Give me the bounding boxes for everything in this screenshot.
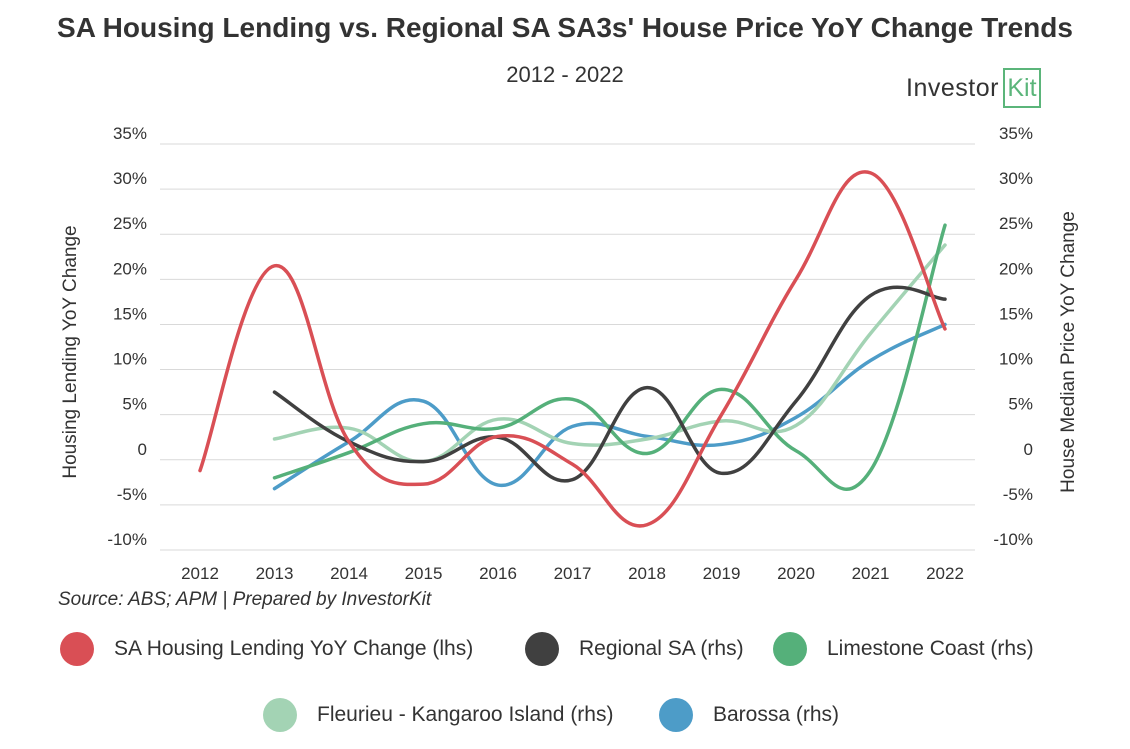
- x-tick-label: 2013: [256, 564, 294, 583]
- legend-item-limestone-coast: Limestone Coast (rhs): [773, 629, 1034, 669]
- x-axis-ticks: 2012 2013 2014 2015 2016 2017 2018 2019 2020 2021…: [181, 564, 964, 583]
- left-y-tick-label: 20%: [113, 259, 147, 278]
- series-line-regional-sa: [272, 285, 947, 483]
- series-lines: [198, 170, 947, 528]
- left-y-tick-label: -10%: [107, 530, 147, 549]
- logo-box-letter: Kit: [1007, 73, 1037, 102]
- legend-swatch: [263, 698, 297, 732]
- right-y-tick-label: 35%: [999, 124, 1033, 143]
- legend-item-fleurieu-kangaroo-island: Fleurieu - Kangaroo Island (rhs): [263, 695, 613, 735]
- x-tick-label: 2019: [703, 564, 741, 583]
- left-axis-label: Housing Lending YoY Change: [60, 225, 81, 478]
- legend-item-barossa: Barossa (rhs): [659, 695, 839, 735]
- x-tick-label: 2017: [554, 564, 592, 583]
- x-tick-label: 2021: [852, 564, 890, 583]
- logo-text: Investor: [906, 73, 999, 102]
- chart-title: SA Housing Lending vs. Regional SA SA3s'…: [57, 12, 1073, 43]
- chart-subtitle: 2012 - 2022: [506, 62, 624, 87]
- x-tick-label: 2014: [330, 564, 368, 583]
- right-y-tick-label: 5%: [1008, 395, 1033, 414]
- right-axis-label: House Median Price YoY Change: [1058, 211, 1079, 493]
- legend-label: SA Housing Lending YoY Change (lhs): [114, 637, 474, 660]
- x-tick-label: 2018: [628, 564, 666, 583]
- legend-swatch: [525, 632, 559, 666]
- legend-label: Barossa (rhs): [713, 703, 840, 726]
- left-y-tick-label: 35%: [113, 124, 147, 143]
- source-note: Source: ABS; APM | Prepared by InvestorK…: [58, 589, 432, 610]
- left-y-tick-label: 15%: [113, 304, 147, 323]
- legend-label: Regional SA (rhs): [579, 637, 744, 660]
- x-tick-label: 2022: [926, 564, 964, 583]
- right-y-tick-label: 30%: [999, 169, 1033, 188]
- right-y-tick-label: 0: [1024, 440, 1033, 459]
- right-y-tick-label: 20%: [999, 259, 1033, 278]
- legend-swatch: [773, 632, 807, 666]
- right-axis-ticks: 35% 30% 25% 20% 15% 10% 5% 0 -5% -10%: [993, 124, 1033, 549]
- x-tick-label: 2020: [777, 564, 815, 583]
- left-axis-ticks: 35% 30% 25% 20% 15% 10% 5% 0 -5% -10%: [107, 124, 147, 549]
- right-y-tick-label: 25%: [999, 214, 1033, 233]
- right-y-tick-label: -5%: [1003, 485, 1033, 504]
- legend-item-regional-sa: Regional SA (rhs): [525, 629, 744, 669]
- right-y-tick-label: -10%: [993, 530, 1033, 549]
- x-tick-label: 2012: [181, 564, 219, 583]
- left-y-tick-label: -5%: [117, 485, 147, 504]
- series-line-lending: [198, 170, 947, 528]
- legend-label: Limestone Coast (rhs): [827, 637, 1034, 660]
- legend-label: Fleurieu - Kangaroo Island (rhs): [317, 703, 614, 726]
- left-y-tick-label: 30%: [113, 169, 147, 188]
- series-line-barossa: [272, 322, 947, 491]
- legend-swatch: [60, 632, 94, 666]
- left-y-tick-label: 5%: [122, 395, 147, 414]
- legend-swatch: [659, 698, 693, 732]
- right-y-tick-label: 15%: [999, 304, 1033, 323]
- right-y-tick-label: 10%: [999, 350, 1033, 369]
- left-y-tick-label: 10%: [113, 350, 147, 369]
- logo-box: Kit: [1002, 68, 1041, 108]
- legend-item-lending: SA Housing Lending YoY Change (lhs): [60, 629, 473, 669]
- x-tick-label: 2016: [479, 564, 517, 583]
- x-tick-label: 2015: [405, 564, 443, 583]
- series-line-limestone-coast: [272, 223, 947, 491]
- left-y-tick-label: 25%: [113, 214, 147, 233]
- investorkit-logo: Investor Kit: [906, 66, 1041, 110]
- gridlines: [160, 143, 975, 551]
- left-y-tick-label: 0: [138, 440, 147, 459]
